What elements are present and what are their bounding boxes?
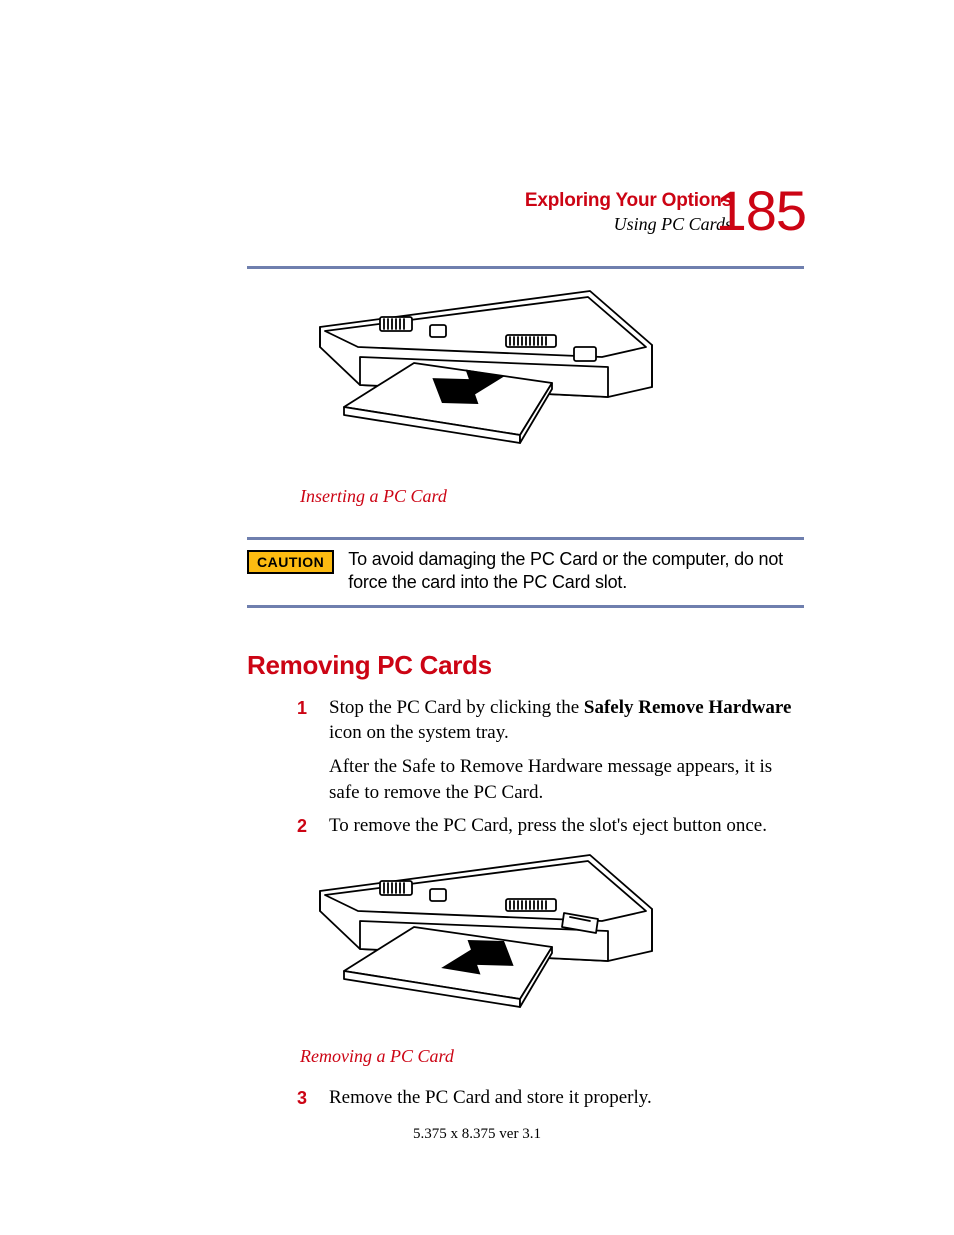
step1-subtext: After the Safe to Remove Hardware messag…: [329, 754, 804, 805]
step1-part-c: icon on the system tray.: [329, 722, 509, 743]
laptop-remove-card-illustration: [300, 851, 660, 1026]
figure-remove-pc-card: [300, 851, 804, 1026]
figure1-caption: Inserting a PC Card: [300, 486, 954, 507]
section-title: Using PC Cards: [525, 214, 732, 235]
header-rule: [247, 266, 804, 269]
heading-removing-pc-cards: Removing PC Cards: [247, 650, 954, 681]
step-list: 1 Stop the PC Card by clicking the Safel…: [297, 695, 804, 746]
step-number: 1: [297, 695, 329, 721]
caution-rule-bottom: [247, 605, 804, 608]
caution-block: CAUTION To avoid damaging the PC Card or…: [247, 537, 804, 608]
figure2-caption: Removing a PC Card: [300, 1046, 954, 1067]
caution-text: To avoid damaging the PC Card or the com…: [348, 548, 804, 595]
page: Exploring Your Options Using PC Cards 18…: [0, 0, 954, 1235]
chapter-title: Exploring Your Options: [525, 190, 732, 212]
step-1: 1 Stop the PC Card by clicking the Safel…: [297, 695, 804, 746]
step-number: 3: [297, 1085, 329, 1111]
caution-badge: CAUTION: [247, 550, 334, 574]
step1-part-a: Stop the PC Card by clicking the: [329, 697, 584, 718]
step-number: 2: [297, 813, 329, 839]
figure-insert-pc-card: [300, 287, 804, 462]
step-text: To remove the PC Card, press the slot's …: [329, 813, 767, 839]
running-header: Exploring Your Options Using PC Cards: [525, 190, 732, 235]
step-list-2: 2 To remove the PC Card, press the slot'…: [297, 813, 804, 839]
step-3: 3 Remove the PC Card and store it proper…: [297, 1085, 804, 1111]
step-list-3: 3 Remove the PC Card and store it proper…: [297, 1085, 804, 1111]
page-number: 185: [716, 178, 806, 243]
step1-bold: Safely Remove Hardware: [584, 697, 792, 718]
footer-version: 5.375 x 8.375 ver 3.1: [0, 1126, 954, 1143]
step-2: 2 To remove the PC Card, press the slot'…: [297, 813, 804, 839]
laptop-insert-card-illustration: [300, 287, 660, 462]
step-text: Stop the PC Card by clicking the Safely …: [329, 695, 804, 746]
step-text: Remove the PC Card and store it properly…: [329, 1085, 652, 1111]
